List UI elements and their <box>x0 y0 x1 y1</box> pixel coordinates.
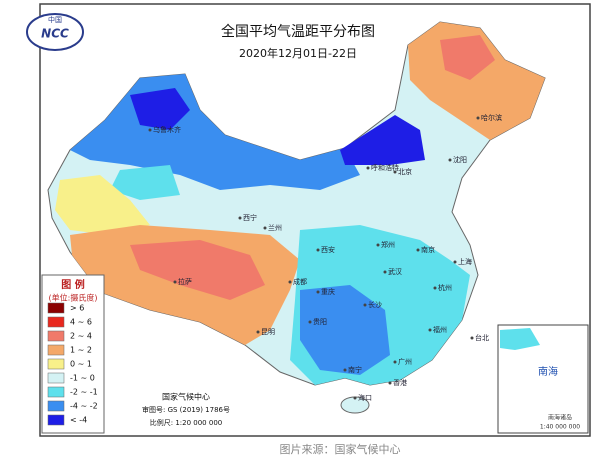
legend-label: -1 ~ 0 <box>70 374 95 383</box>
city-label: 台北 <box>475 333 489 342</box>
legend-label: -2 ~ -1 <box>70 388 98 397</box>
legend-label: 4 ~ 6 <box>70 318 92 327</box>
logo-top: 中国 <box>48 15 62 24</box>
city-label: 福州 <box>433 325 447 334</box>
city-dot <box>470 336 474 340</box>
legend-label: 1 ~ 2 <box>70 346 92 355</box>
region-hot <box>440 35 495 80</box>
legend-swatch <box>47 358 65 370</box>
subtitle: 2020年12月01日-22日 <box>239 46 357 60</box>
legend-swatch <box>47 344 65 356</box>
agency: 国家气候中心 <box>162 392 210 402</box>
city-dot <box>453 260 457 264</box>
city-label: 香港 <box>393 378 407 387</box>
city-label: 郑州 <box>381 241 395 249</box>
city-label: 沈阳 <box>453 155 467 164</box>
legend-unit: (单位:摄氏度) <box>49 293 98 303</box>
logo <box>26 13 84 51</box>
city-label: 昆明 <box>261 328 275 336</box>
city-dot <box>238 216 242 220</box>
legend-swatch <box>47 400 65 412</box>
city-label: 长沙 <box>368 300 382 309</box>
legend-label: > 6 <box>70 304 84 313</box>
legend-swatch <box>47 414 65 426</box>
city-dot <box>476 116 480 120</box>
legend-swatch <box>47 330 65 342</box>
city-dot <box>288 280 292 284</box>
city-dot <box>388 381 392 385</box>
city-label: 杭州 <box>438 283 452 292</box>
city-dot <box>343 368 347 372</box>
city-label: 西安 <box>321 245 335 254</box>
city-label: 贵阳 <box>313 317 327 326</box>
region-mild <box>55 175 150 235</box>
region-very-cold <box>340 115 425 165</box>
city-dot <box>393 170 397 174</box>
city-label: 广州 <box>398 357 412 366</box>
inset-islands: 南海诸岛 <box>548 414 572 422</box>
legend-label: 2 ~ 4 <box>70 332 92 341</box>
city-dot <box>428 328 432 332</box>
legend-swatch <box>47 372 65 384</box>
city-dot <box>416 248 420 252</box>
city-label: 西宁 <box>243 213 257 222</box>
city-dot <box>376 243 380 247</box>
city-dot <box>316 248 320 252</box>
city-label: 南京 <box>421 245 435 254</box>
city-label: 南宁 <box>348 365 362 374</box>
region-cold <box>300 285 390 375</box>
city-dot <box>383 270 387 274</box>
city-label: 北京 <box>398 167 412 176</box>
inset-land <box>500 328 540 350</box>
city-label: 成都 <box>293 277 307 286</box>
city-dot <box>173 280 177 284</box>
city-dot <box>256 330 260 334</box>
city-label: 哈尔滨 <box>481 113 502 122</box>
city-dot <box>393 360 397 364</box>
city-label: 呼和浩特 <box>371 163 399 172</box>
approval: 审图号: GS (2019) 1786号 <box>142 405 230 414</box>
city-label: 海口 <box>358 393 372 402</box>
legend-swatch <box>47 386 65 398</box>
city-label: 重庆 <box>321 287 335 296</box>
caption: 图片来源：国家气候中心 <box>280 442 401 456</box>
region-cool <box>110 165 180 200</box>
legend-swatch <box>47 302 65 314</box>
city-dot <box>308 320 312 324</box>
city-label: 兰州 <box>268 223 282 232</box>
city-dot <box>263 226 267 230</box>
legend: 图 例 (单位:摄氏度) > 6 4 ~ 6 2 ~ 4 1 ~ 2 0 ~ 1 -1 ~… <box>41 274 105 434</box>
legend-label: < -4 <box>70 416 87 425</box>
region-hot <box>130 240 265 300</box>
scale: 比例尺: 1:20 000 000 <box>150 418 222 427</box>
city-dot <box>433 286 437 290</box>
city-label: 乌鲁木齐 <box>153 125 181 134</box>
legend-title: 图 例 <box>61 278 84 291</box>
legend-label: 0 ~ 1 <box>70 360 92 369</box>
title: 全国平均气温距平分布图 <box>221 23 375 40</box>
city-label: 武汉 <box>388 267 402 276</box>
inset-label: 南海 <box>538 365 558 378</box>
city-dot <box>363 303 367 307</box>
city-dot <box>353 396 357 400</box>
legend-label: -4 ~ -2 <box>70 402 98 411</box>
city-label: 上海 <box>458 257 472 266</box>
inset-scale: 1:40 000 000 <box>540 424 580 431</box>
legend-swatch <box>47 316 65 328</box>
city-dot <box>316 290 320 294</box>
city-dot <box>148 128 152 132</box>
city-label: 拉萨 <box>178 277 192 286</box>
city-dot <box>448 158 452 162</box>
region-very-cold <box>130 88 190 130</box>
city-dot <box>366 166 370 170</box>
logo-acronym: NCC <box>41 27 69 41</box>
